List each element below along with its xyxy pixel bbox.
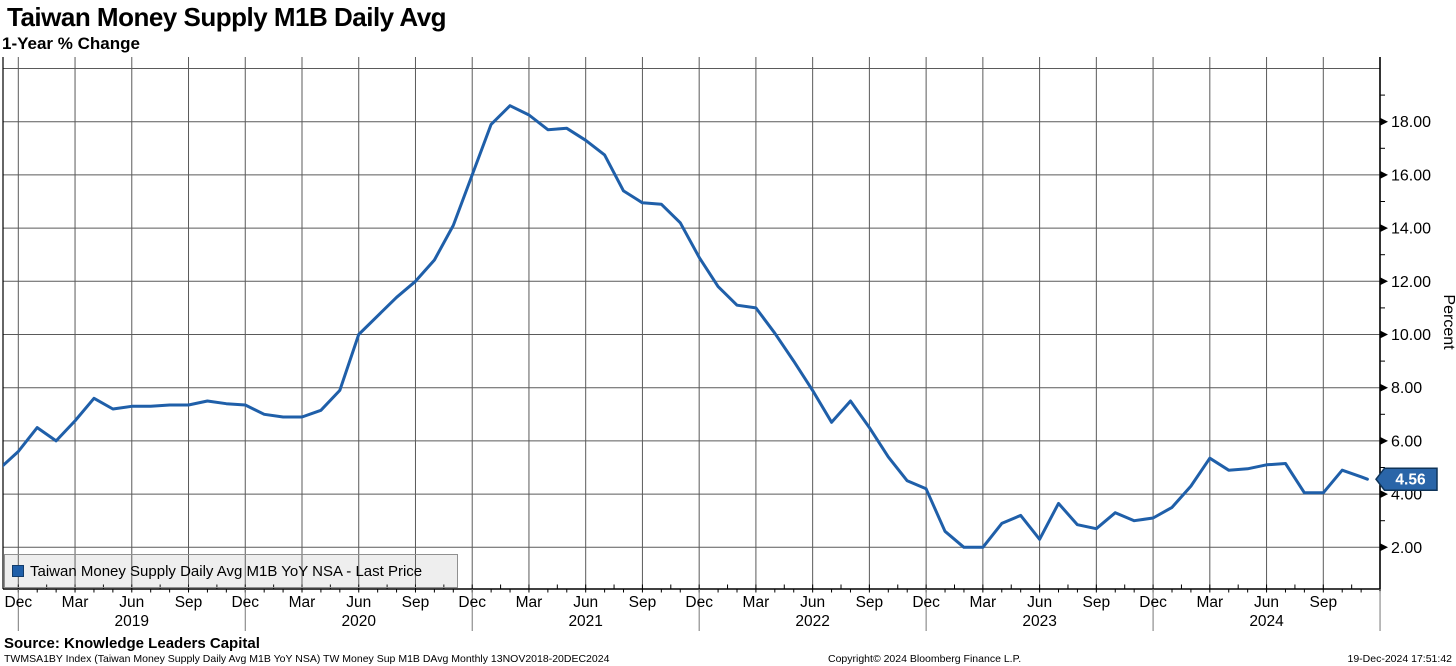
last-price-badge-label: 4.56 bbox=[1395, 472, 1426, 489]
y-tick-arrow bbox=[1380, 543, 1388, 552]
x-month-label: Mar bbox=[62, 594, 89, 611]
x-month-label: Dec bbox=[231, 594, 259, 611]
x-month-label: Jun bbox=[573, 594, 598, 611]
y-tick-arrow bbox=[1380, 170, 1388, 179]
x-month-label: Sep bbox=[175, 594, 203, 611]
x-month-label: Dec bbox=[458, 594, 486, 611]
x-month-label: Sep bbox=[629, 594, 657, 611]
price-line bbox=[3, 104, 1369, 549]
x-year-label: 2021 bbox=[568, 613, 602, 630]
y-tick-label: 14.00 bbox=[1391, 221, 1431, 238]
x-month-label: Sep bbox=[856, 594, 884, 611]
y-tick-label: 2.00 bbox=[1391, 540, 1422, 557]
y-tick-label: 16.00 bbox=[1391, 167, 1431, 184]
x-year-label: 2019 bbox=[115, 613, 149, 630]
x-year-label: 2022 bbox=[795, 613, 829, 630]
page-title: Taiwan Money Supply M1B Daily Avg bbox=[7, 2, 447, 32]
chart-subtitle: 1-Year % Change bbox=[2, 34, 140, 53]
y-tick-arrow bbox=[1380, 117, 1388, 126]
x-year-label: 2024 bbox=[1249, 613, 1284, 630]
y-tick-arrow bbox=[1380, 330, 1388, 339]
x-month-label: Jun bbox=[1254, 594, 1279, 611]
x-year-label: 2023 bbox=[1022, 613, 1056, 630]
x-month-label: Dec bbox=[1139, 594, 1167, 611]
x-month-label: Dec bbox=[685, 594, 713, 611]
copyright-notice: Copyright© 2024 Bloomberg Finance L.P. bbox=[828, 653, 1022, 665]
y-axis-title: Percent bbox=[1440, 294, 1456, 350]
x-month-label: Sep bbox=[1310, 594, 1338, 611]
x-month-label: Mar bbox=[970, 594, 997, 611]
x-month-label: Sep bbox=[1083, 594, 1111, 611]
x-month-label: Dec bbox=[912, 594, 940, 611]
y-tick-arrow bbox=[1380, 436, 1388, 445]
ticker-description: TWMSA1BY Index (Taiwan Money Supply Dail… bbox=[4, 653, 610, 665]
y-tick-arrow bbox=[1380, 277, 1388, 286]
x-month-label: Jun bbox=[346, 594, 371, 611]
y-tick-label: 6.00 bbox=[1391, 433, 1422, 450]
x-month-label: Mar bbox=[743, 594, 770, 611]
y-tick-label: 12.00 bbox=[1391, 274, 1431, 291]
legend-marker-icon bbox=[12, 565, 24, 577]
x-month-label: Sep bbox=[402, 594, 430, 611]
y-tick-label: 10.00 bbox=[1391, 327, 1431, 344]
y-tick-arrow bbox=[1380, 490, 1388, 499]
x-month-label: Jun bbox=[1027, 594, 1052, 611]
x-month-label: Mar bbox=[1196, 594, 1223, 611]
x-month-label: Mar bbox=[516, 594, 543, 611]
x-year-label: 2020 bbox=[341, 613, 376, 630]
last-price-badge bbox=[1375, 467, 1438, 491]
y-tick-arrow bbox=[1380, 224, 1388, 233]
x-month-label: Jun bbox=[800, 594, 825, 611]
y-tick-arrow bbox=[1380, 383, 1388, 392]
x-month-label: Dec bbox=[5, 594, 33, 611]
legend-box: Taiwan Money Supply Daily Avg M1B YoY NS… bbox=[4, 554, 458, 588]
timestamp: 19-Dec-2024 17:51:42 bbox=[1347, 653, 1453, 665]
x-month-label: Jun bbox=[119, 594, 144, 611]
legend-label: Taiwan Money Supply Daily Avg M1B YoY NS… bbox=[30, 562, 423, 580]
y-tick-label: 8.00 bbox=[1391, 380, 1422, 397]
x-month-label: Mar bbox=[289, 594, 316, 611]
source-caption: Source: Knowledge Leaders Capital bbox=[4, 635, 260, 652]
y-tick-label: 18.00 bbox=[1391, 114, 1431, 131]
